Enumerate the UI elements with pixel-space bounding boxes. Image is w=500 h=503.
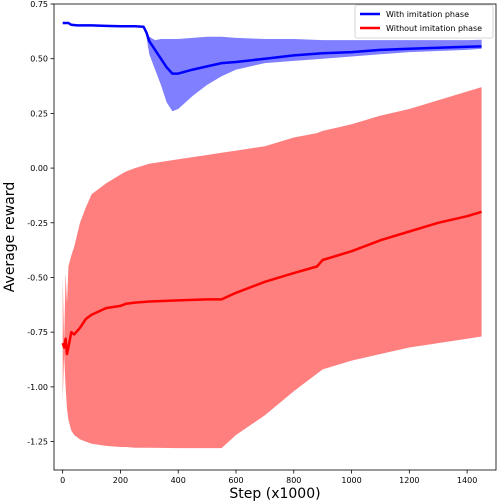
y-tick-label: -0.75 (27, 328, 48, 337)
series-lines (61, 21, 482, 356)
x-tick-label: 800 (286, 476, 301, 485)
y-tick-label: -1.00 (27, 383, 48, 392)
legend-label-without-imitation: Without imitation phase (386, 24, 482, 33)
plot-frame (53, 3, 497, 471)
x-tick-label: 0 (60, 476, 65, 485)
x-tick-label: 600 (228, 476, 243, 485)
legend-box (354, 4, 494, 39)
legend: With imitation phase Without imitation p… (354, 4, 494, 39)
x-tick-label: 1400 (457, 476, 477, 485)
x-tick-label: 200 (113, 476, 128, 485)
x-tick-label: 1000 (341, 476, 361, 485)
line-without-imitation (61, 210, 482, 356)
x-tick-label: 400 (171, 476, 186, 485)
x-tick-label: 1200 (399, 476, 419, 485)
y-tick-label: 0.00 (30, 164, 48, 173)
y-tick-label: -1.25 (27, 438, 48, 447)
x-axis-ticks: 0 200 400 600 800 1000 1200 1400 (60, 470, 477, 485)
y-axis-label: Average reward (2, 182, 18, 292)
y-tick-label: 0.50 (30, 55, 48, 64)
x-axis-label: Step (x1000) (229, 486, 320, 502)
y-tick-label: 0.75 (30, 0, 48, 9)
legend-label-with-imitation: With imitation phase (386, 10, 469, 19)
band-without-imitation (62, 87, 482, 449)
y-tick-label: 0.25 (30, 109, 48, 118)
confidence-bands (62, 23, 482, 449)
y-axis-ticks: -1.25 -1.00 -0.75 -0.50 -0.25 0.00 0.25 0.50 0.7… (27, 0, 54, 447)
band-with-imitation (62, 23, 482, 112)
line-with-imitation (62, 21, 482, 75)
y-tick-label: -0.50 (27, 273, 48, 282)
y-tick-label: -0.25 (27, 219, 48, 228)
